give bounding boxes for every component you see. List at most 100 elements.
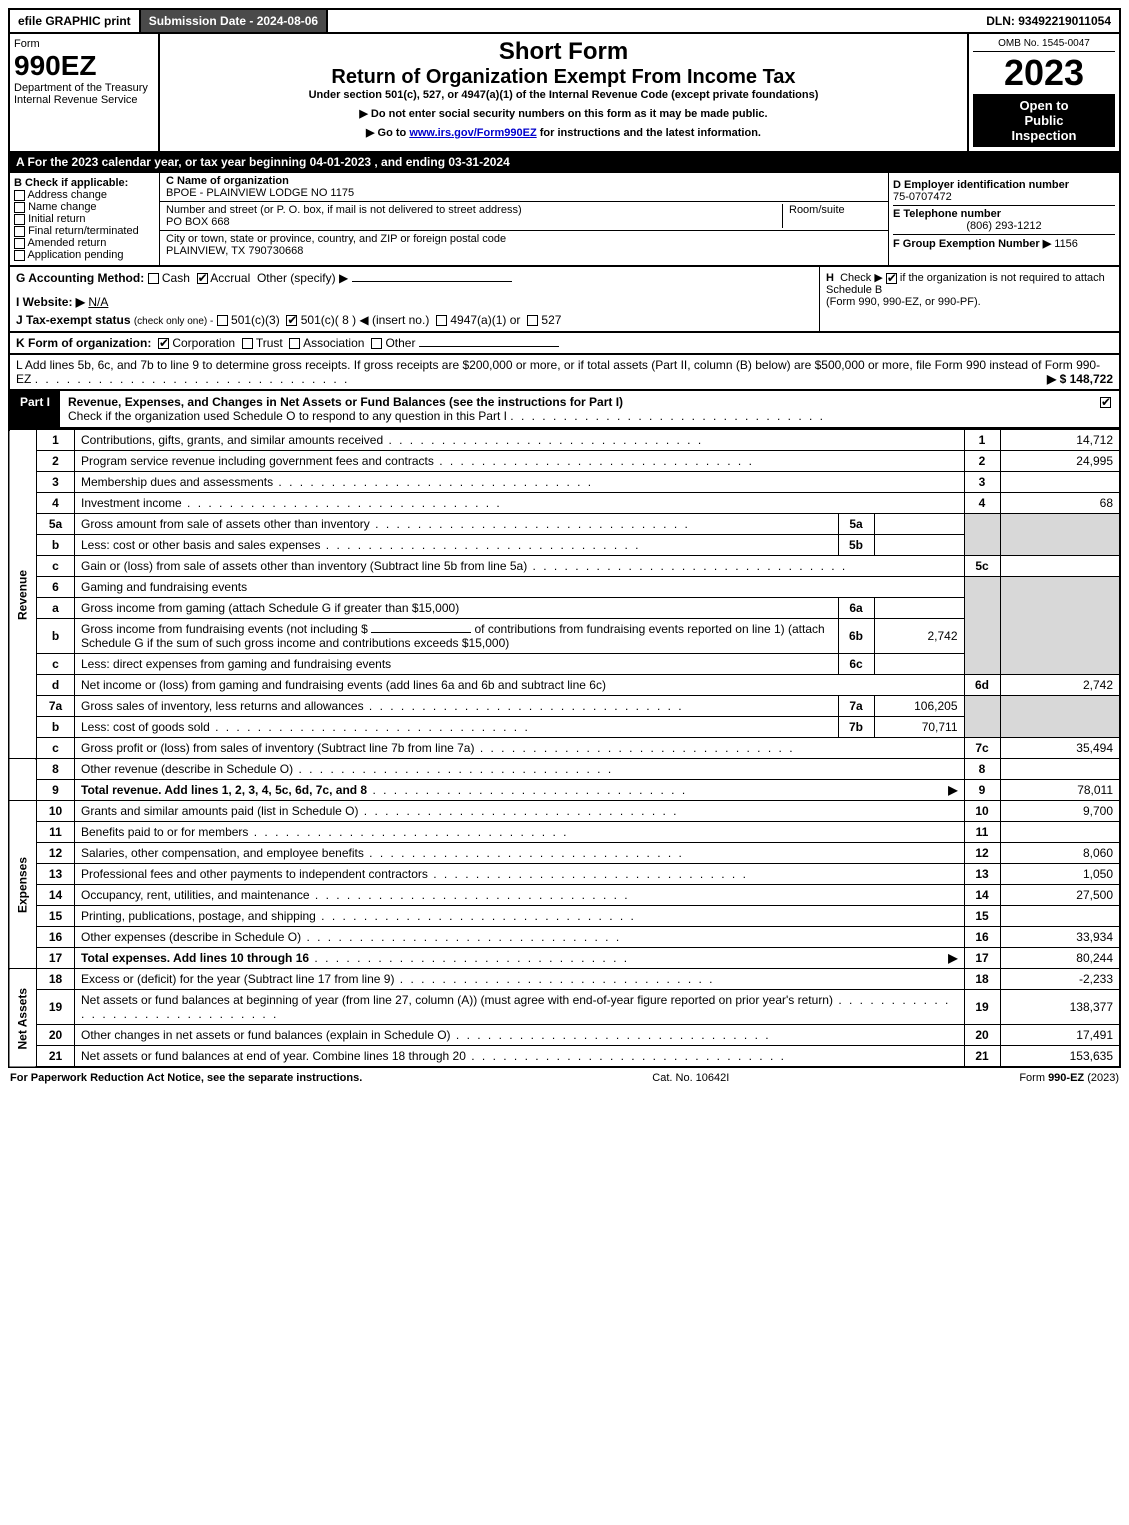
line-5b-subnum: 5b: [838, 535, 874, 556]
part-1-schedule-o-check[interactable]: [1092, 391, 1119, 427]
line-11-num: 11: [37, 822, 75, 843]
line-5a-num: 5a: [37, 514, 75, 535]
line-8-desc: Other revenue (describe in Schedule O): [75, 759, 965, 780]
form-header: Form 990EZ Department of the Treasury In…: [8, 34, 1121, 153]
line-19-num: 19: [37, 990, 75, 1025]
omb-number: OMB No. 1545-0047: [973, 38, 1115, 52]
line-20-outnum: 20: [964, 1025, 1000, 1046]
lbl-cash: Cash: [162, 271, 190, 285]
lbl-amended-return: Amended return: [27, 237, 106, 249]
line-21-outnum: 21: [964, 1046, 1000, 1068]
line-7b-subnum: 7b: [838, 717, 874, 738]
chk-501c[interactable]: [286, 315, 297, 326]
title-short-form: Short Form: [164, 38, 963, 66]
open-to-public: Open to Public Inspection: [973, 94, 1115, 147]
line-8-outnum: 8: [964, 759, 1000, 780]
line-1-value: 14,712: [1000, 430, 1120, 451]
line-1-desc: Contributions, gifts, grants, and simila…: [75, 430, 965, 451]
line-15-value: [1000, 906, 1120, 927]
other-specify-input[interactable]: [352, 281, 512, 282]
chk-final-return[interactable]: Final return/terminated: [14, 225, 155, 237]
line-5c-num: c: [37, 556, 75, 577]
chk-other-org[interactable]: [371, 338, 382, 349]
row-h: H Check ▶ if the organization is not req…: [819, 267, 1119, 331]
group-exemption-label: F Group Exemption Number ▶: [893, 238, 1051, 250]
lbl-corporation: Corporation: [172, 336, 235, 350]
line-21-num: 21: [37, 1046, 75, 1068]
line-13-outnum: 13: [964, 864, 1000, 885]
line-19-desc: Net assets or fund balances at beginning…: [75, 990, 965, 1025]
chk-address-change[interactable]: Address change: [14, 189, 155, 201]
chk-association[interactable]: [289, 338, 300, 349]
line-8-value: [1000, 759, 1120, 780]
row-j: J Tax-exempt status (check only one) - 5…: [16, 313, 813, 327]
website-value: N/A: [88, 295, 108, 309]
lbl-501c3: 501(c)(3): [231, 313, 280, 327]
row-i: I Website: ▶ N/A: [16, 295, 813, 309]
line-9-desc: Total revenue. Add lines 1, 2, 3, 4, 5c,…: [75, 780, 965, 801]
group-exemption-value: 1156: [1054, 238, 1078, 250]
line-11-value: [1000, 822, 1120, 843]
line-10-value: 9,700: [1000, 801, 1120, 822]
tax-exempt-label: J Tax-exempt status: [16, 313, 131, 327]
chk-accrual[interactable]: [197, 273, 208, 284]
chk-trust[interactable]: [242, 338, 253, 349]
line-5c-outnum: 5c: [964, 556, 1000, 577]
chk-name-change[interactable]: Name change: [14, 201, 155, 213]
line-3-value: [1000, 472, 1120, 493]
lbl-other-org: Other: [385, 336, 415, 350]
ein-label: D Employer identification number: [893, 179, 1069, 191]
line-11-desc: Benefits paid to or for members: [75, 822, 965, 843]
other-org-input[interactable]: [419, 346, 559, 347]
line-12-value: 8,060: [1000, 843, 1120, 864]
line-12-num: 12: [37, 843, 75, 864]
chk-501c3[interactable]: [217, 315, 228, 326]
chk-corporation[interactable]: [158, 338, 169, 349]
line-20-num: 20: [37, 1025, 75, 1046]
line-2-desc: Program service revenue including govern…: [75, 451, 965, 472]
efile-print-label[interactable]: efile GRAPHIC print: [10, 10, 141, 32]
line-2-num: 2: [37, 451, 75, 472]
line-6-grey: [964, 577, 1000, 675]
line-7ab-grey-val: [1000, 696, 1120, 738]
line-1-outnum: 1: [964, 430, 1000, 451]
line-6c-subnum: 6c: [838, 654, 874, 675]
row-l: L Add lines 5b, 6c, and 7b to line 9 to …: [8, 355, 1121, 391]
street-label: Number and street (or P. O. box, if mail…: [166, 204, 522, 216]
chk-cash[interactable]: [148, 273, 159, 284]
line-6a-subnum: 6a: [838, 598, 874, 619]
line-17-desc: Total expenses. Add lines 10 through 16 …: [75, 948, 965, 969]
lbl-application-pending: Application pending: [27, 249, 123, 261]
chk-4947[interactable]: [436, 315, 447, 326]
line-19-value: 138,377: [1000, 990, 1120, 1025]
line-5b-subval: [874, 535, 964, 556]
line-12-outnum: 12: [964, 843, 1000, 864]
line-21-desc: Net assets or fund balances at end of ye…: [75, 1046, 965, 1068]
section-netassets-label: Net Assets: [9, 969, 37, 1068]
irs-label: Internal Revenue Service: [14, 94, 154, 106]
column-b: B Check if applicable: Address change Na…: [10, 173, 160, 265]
chk-527[interactable]: [527, 315, 538, 326]
line-21-value: 153,635: [1000, 1046, 1120, 1068]
city-value: PLAINVIEW, TX 790730668: [166, 245, 303, 257]
line-6a-desc: Gross income from gaming (attach Schedul…: [75, 598, 839, 619]
line-6b-blank[interactable]: [371, 632, 471, 633]
page-footer: For Paperwork Reduction Act Notice, see …: [8, 1068, 1121, 1088]
line-13-num: 13: [37, 864, 75, 885]
chk-application-pending[interactable]: Application pending: [14, 249, 155, 261]
line-7b-desc: Less: cost of goods sold: [75, 717, 839, 738]
chk-amended-return[interactable]: Amended return: [14, 237, 155, 249]
line-7ab-grey: [964, 696, 1000, 738]
chk-initial-return[interactable]: Initial return: [14, 213, 155, 225]
row-l-dots: [35, 372, 350, 386]
line-3-num: 3: [37, 472, 75, 493]
lbl-other-specify: Other (specify) ▶: [257, 271, 348, 285]
line-20-desc: Other changes in net assets or fund bala…: [75, 1025, 965, 1046]
line-15-desc: Printing, publications, postage, and shi…: [75, 906, 965, 927]
line-17-outnum: 17: [964, 948, 1000, 969]
dln-label: DLN: 93492219011054: [978, 10, 1119, 32]
irs-link[interactable]: www.irs.gov/Form990EZ: [409, 127, 536, 139]
chk-schedule-b-not-required[interactable]: [886, 273, 897, 284]
line-5b-num: b: [37, 535, 75, 556]
line-13-value: 1,050: [1000, 864, 1120, 885]
